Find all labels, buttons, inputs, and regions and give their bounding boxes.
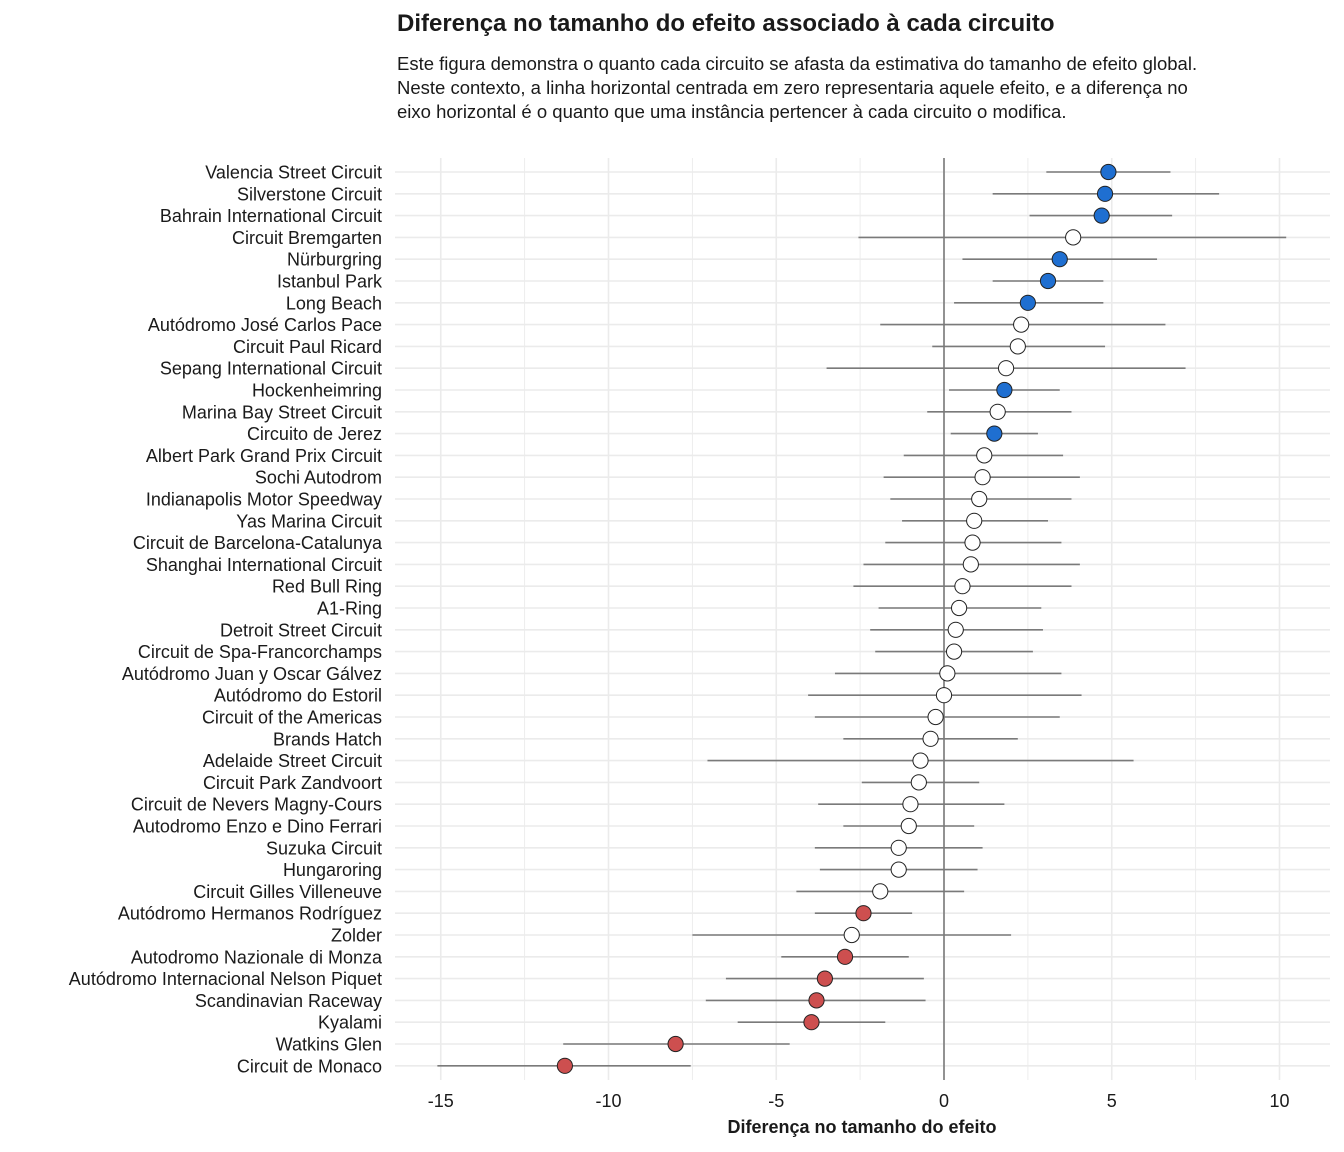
y-axis-label: Marina Bay Street Circuit <box>182 402 382 422</box>
y-axis-label: Sepang International Circuit <box>160 359 382 379</box>
estimate-point <box>1019 294 1036 311</box>
estimate-point <box>976 447 993 464</box>
estimate-point <box>1093 207 1110 224</box>
estimate-point <box>939 665 956 682</box>
x-tick-label: -15 <box>428 1091 454 1111</box>
y-axis-label: Nürburgring <box>287 250 382 270</box>
y-axis-label: Zolder <box>331 926 382 946</box>
y-axis-label: Albert Park Grand Prix Circuit <box>146 446 382 466</box>
estimate-point <box>843 926 860 944</box>
chart-subtitle: Este figura demonstra o quanto cada circ… <box>397 53 1198 122</box>
estimate-point <box>935 687 953 704</box>
y-axis-label: Shanghai International Circuit <box>146 555 382 575</box>
x-tick-label: -5 <box>768 1091 784 1111</box>
chart-title: Diferença no tamanho do efeito associado… <box>397 10 1055 37</box>
estimate-point <box>927 708 944 726</box>
estimate-point <box>1009 338 1026 355</box>
grid-lines <box>395 158 1330 1080</box>
y-axis-label: Autódromo do Estoril <box>214 686 382 706</box>
estimate-point <box>900 817 917 835</box>
y-axis-label: Autódromo Hermanos Rodríguez <box>118 904 382 924</box>
estimate-point <box>1100 163 1117 181</box>
y-axis-label: Valencia Street Circuit <box>205 163 382 183</box>
estimate-point <box>997 360 1015 377</box>
estimate-point <box>816 970 833 987</box>
y-axis-label: Circuit de Monaco <box>237 1056 382 1076</box>
y-axis-label: Indianapolis Motor Speedway <box>146 490 382 510</box>
y-axis-label: Hungaroring <box>283 860 382 880</box>
y-axis-label: Red Bull Ring <box>272 577 382 597</box>
y-axis-label: Yas Marina Circuit <box>236 511 382 531</box>
estimate-point <box>910 774 927 791</box>
y-axis-label: Circuit de Barcelona-Catalunya <box>133 533 383 553</box>
x-tick-label: 5 <box>1107 1091 1117 1111</box>
estimate-point <box>974 469 991 486</box>
estimate-point <box>947 621 964 638</box>
y-axis-label: A1-Ring <box>317 599 382 619</box>
estimate-point <box>989 403 1006 420</box>
estimate-point <box>950 599 968 617</box>
estimate-point <box>954 578 971 595</box>
y-axis-label: Suzuka Circuit <box>266 838 382 858</box>
estimate-point <box>1065 229 1082 246</box>
y-axis-label: Sochi Autodrom <box>255 468 382 488</box>
y-axis-label: Circuit Gilles Villeneuve <box>193 882 382 902</box>
y-axis-label: Circuit Paul Ricard <box>233 337 382 357</box>
x-tick-label: 0 <box>939 1091 949 1111</box>
y-axis-label: Detroit Street Circuit <box>220 620 382 640</box>
estimate-point <box>996 381 1013 399</box>
y-axis-label: Hockenheimring <box>252 381 382 401</box>
estimate-point <box>945 643 963 660</box>
y-axis-label: Circuit Park Zandvoort <box>203 773 382 793</box>
estimate-point <box>855 905 872 922</box>
y-axis-label: Long Beach <box>286 293 382 313</box>
estimate-point <box>1051 251 1068 268</box>
y-axis-label: Circuit de Nevers Magny-Cours <box>131 795 382 815</box>
estimate-point <box>986 425 1003 442</box>
y-axis-label: Autódromo Internacional Nelson Piquet <box>69 969 382 989</box>
estimate-point <box>890 861 907 878</box>
y-axis-label: Circuit Bremgarten <box>232 228 382 248</box>
estimate-point <box>966 512 983 529</box>
estimate-point <box>1013 316 1030 333</box>
estimate-point <box>803 1014 820 1031</box>
x-axis-title: Diferença no tamanho do efeito <box>727 1117 996 1137</box>
y-axis-label: Circuito de Jerez <box>247 424 382 444</box>
estimate-point <box>1039 272 1057 290</box>
y-axis-label: Autodromo Nazionale di Monza <box>131 947 383 967</box>
estimate-points <box>556 163 1117 1074</box>
estimate-point <box>964 534 981 551</box>
y-axis-label: Adelaide Street Circuit <box>203 751 382 771</box>
y-axis-label: Scandinavian Raceway <box>195 991 382 1011</box>
y-axis-label: Autódromo Juan y Oscar Gálvez <box>122 664 382 684</box>
estimate-point <box>890 839 907 856</box>
y-axis-label: Autódromo José Carlos Pace <box>148 315 382 335</box>
estimate-point <box>962 556 979 573</box>
y-axis-label: Autodromo Enzo e Dino Ferrari <box>133 817 382 837</box>
estimate-point <box>872 883 889 900</box>
x-axis-ticks: -15 -10 -5 0 5 10 <box>428 1091 1290 1111</box>
y-axis-label: Kyalami <box>318 1013 382 1033</box>
estimate-point <box>808 992 825 1009</box>
estimate-point <box>667 1035 684 1053</box>
y-axis-label: Bahrain International Circuit <box>160 206 382 226</box>
y-axis-label: Silverstone Circuit <box>237 184 382 204</box>
estimate-point <box>912 752 929 769</box>
estimate-point <box>971 490 988 508</box>
interval-lines <box>437 171 1287 1067</box>
x-tick-label: -10 <box>595 1091 621 1111</box>
estimate-point <box>836 948 854 965</box>
y-axis-label: Brands Hatch <box>273 729 382 749</box>
estimate-point <box>1096 185 1114 202</box>
y-axis-label: Circuit de Spa-Francorchamps <box>138 642 382 662</box>
x-tick-label: 10 <box>1269 1091 1289 1111</box>
y-axis-label: Istanbul Park <box>277 272 383 292</box>
y-axis-label: Watkins Glen <box>276 1035 382 1055</box>
y-axis-label: Circuit of the Americas <box>202 708 382 728</box>
estimate-point <box>556 1057 573 1074</box>
estimate-point <box>902 796 919 813</box>
estimate-point <box>922 730 939 747</box>
